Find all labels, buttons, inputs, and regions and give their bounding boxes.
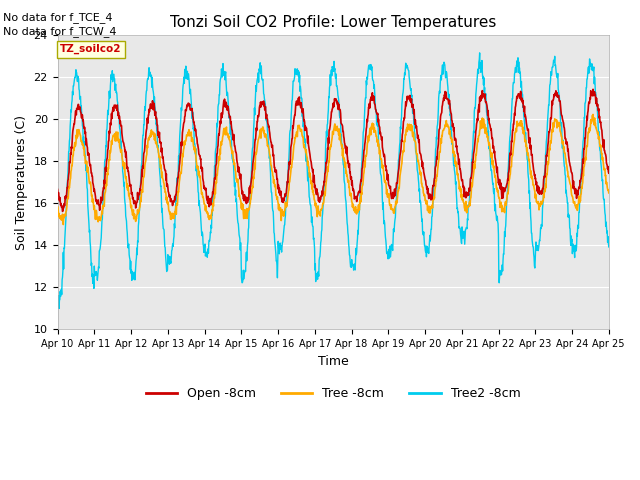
X-axis label: Time: Time [318, 355, 349, 368]
Title: Tonzi Soil CO2 Profile: Lower Temperatures: Tonzi Soil CO2 Profile: Lower Temperatur… [170, 15, 497, 30]
Text: No data for f_TCW_4: No data for f_TCW_4 [3, 26, 116, 37]
Text: TZ_soilco2: TZ_soilco2 [60, 44, 122, 54]
Legend: Open -8cm, Tree -8cm, Tree2 -8cm: Open -8cm, Tree -8cm, Tree2 -8cm [141, 383, 525, 406]
Text: No data for f_TCE_4: No data for f_TCE_4 [3, 12, 113, 23]
Y-axis label: Soil Temperatures (C): Soil Temperatures (C) [15, 115, 28, 250]
